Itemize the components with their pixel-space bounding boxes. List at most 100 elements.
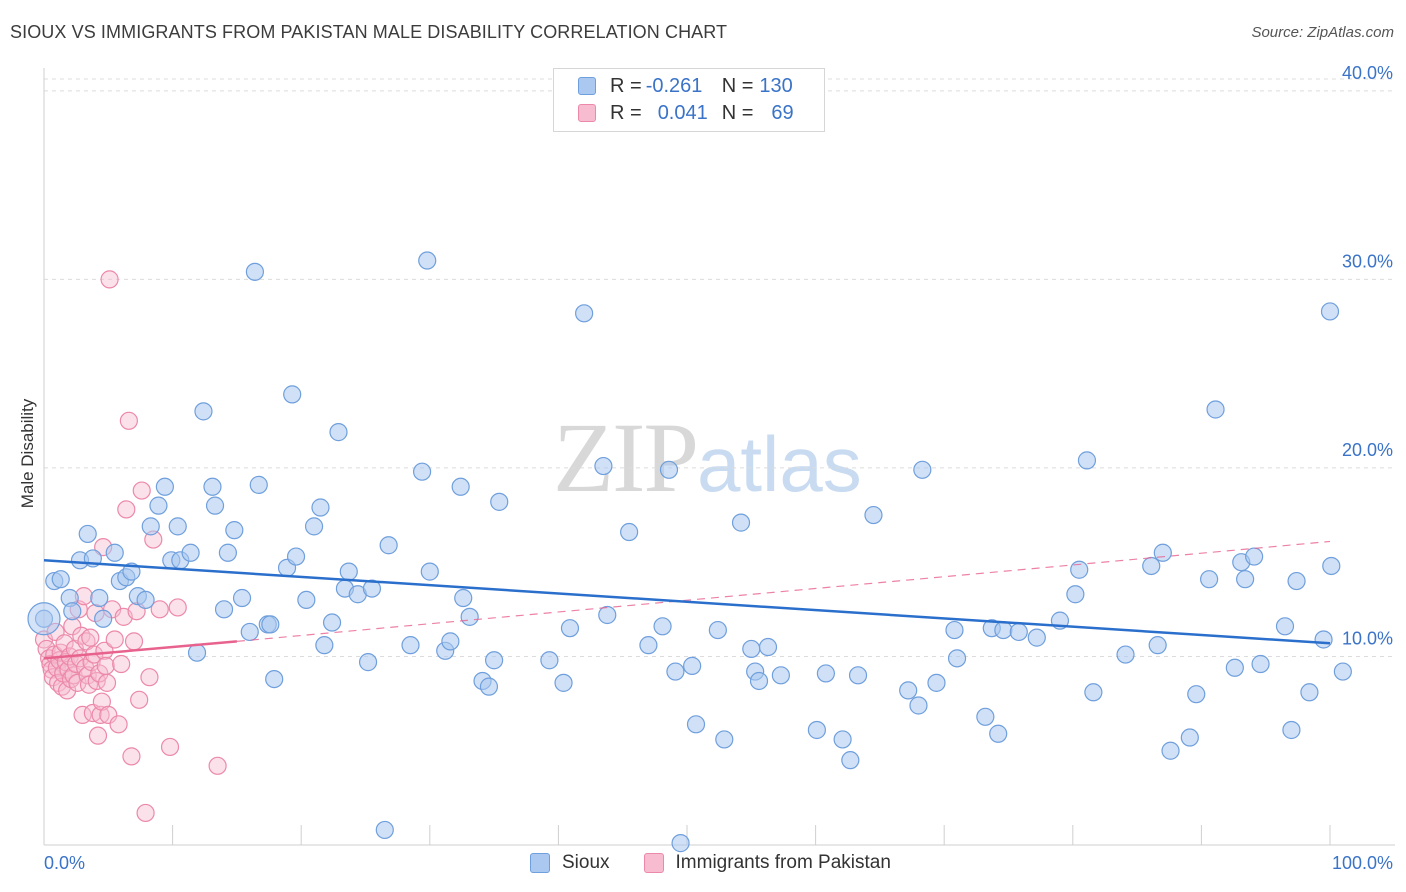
y-tick-label: 40.0% — [1342, 63, 1393, 83]
legend-item-pakistan: Immigrants from Pakistan — [643, 852, 891, 874]
y-tick-label: 20.0% — [1342, 440, 1393, 460]
sioux-point — [218, 543, 237, 562]
pakistan-point — [109, 715, 128, 734]
pakistan-point — [95, 641, 114, 660]
sioux-point — [848, 666, 868, 685]
pakistan-point — [100, 270, 119, 289]
sioux-point — [1148, 636, 1167, 655]
pakistan-point — [150, 600, 169, 619]
legend-row-sioux: R = -0.261 N = 130 — [578, 74, 793, 98]
pakistan-point — [160, 737, 180, 757]
sioux-point — [749, 671, 769, 691]
sioux-point — [181, 543, 200, 562]
sioux-point — [286, 547, 306, 566]
sioux-point — [816, 664, 835, 683]
sioux-point — [1333, 662, 1352, 681]
sioux-point — [358, 653, 378, 672]
sioux-point — [1245, 547, 1264, 566]
pakistan-point — [124, 632, 144, 651]
sioux-point — [945, 620, 964, 640]
sioux-point — [232, 588, 252, 608]
sioux-point — [1153, 543, 1172, 562]
sioux-point — [1142, 556, 1161, 576]
sioux-point — [490, 492, 509, 511]
y-tick-label: 10.0% — [1342, 628, 1393, 648]
sioux-point — [742, 639, 761, 659]
pakistan-n-value: 69 — [771, 101, 794, 124]
sioux-point — [540, 651, 559, 670]
series-legend: Sioux Immigrants from Pakistan — [530, 852, 925, 874]
sioux-point — [947, 649, 967, 668]
sioux-point — [297, 590, 316, 610]
sioux-r-label: R = — [610, 74, 642, 97]
sioux-point — [1206, 400, 1225, 419]
sioux-point — [899, 681, 918, 700]
sioux-point — [864, 505, 883, 525]
sioux-point — [362, 579, 382, 598]
pakistan-point — [168, 598, 187, 617]
sioux-point — [1187, 685, 1206, 704]
gridlines — [44, 78, 1395, 657]
sioux-n-value: 130 — [759, 74, 793, 97]
sioux-point — [909, 696, 928, 715]
sioux-point — [731, 513, 751, 532]
legend-item-sioux: Sioux — [530, 852, 610, 874]
pakistan-point — [208, 756, 227, 775]
sioux-point — [659, 460, 679, 479]
pakistan-point — [96, 656, 115, 675]
sioux-point — [265, 669, 284, 689]
sioux-point — [441, 632, 460, 651]
sioux-point — [666, 662, 685, 681]
sioux-point — [927, 673, 946, 692]
legend-pakistan-swatch — [643, 853, 664, 873]
sioux-point — [329, 423, 348, 442]
pakistan-point — [130, 690, 149, 709]
stats-legend: R = -0.261 N = 130 R = 0.041 N = 69 — [553, 68, 825, 132]
sioux-point — [1066, 585, 1085, 604]
sioux-point — [485, 651, 504, 670]
sioux-point — [771, 666, 790, 685]
sioux-point — [554, 673, 573, 692]
sioux-point — [205, 496, 225, 515]
sioux-point — [1322, 556, 1341, 576]
sioux-point — [683, 656, 702, 675]
source-credit: Source: ZipAtlas.com — [1251, 24, 1394, 41]
legend-row-pakistan: R = 0.041 N = 69 — [578, 101, 794, 125]
sioux-point — [976, 707, 995, 726]
sioux-point — [1236, 570, 1255, 589]
sioux-point — [1287, 571, 1306, 591]
pakistan-point — [119, 411, 138, 430]
sioux-point — [1070, 560, 1089, 579]
pakistan-trend-solid — [43, 640, 238, 660]
sioux-point — [479, 677, 499, 696]
pakistan-point — [136, 803, 155, 823]
sioux-point — [63, 602, 82, 621]
sioux-point — [1116, 645, 1135, 664]
sioux-point — [141, 517, 160, 536]
sioux-point — [149, 496, 168, 515]
sioux-point — [214, 600, 234, 619]
sioux-point — [807, 720, 826, 740]
sioux-point — [639, 636, 658, 655]
sioux-r-value: -0.261 — [645, 74, 703, 97]
pakistan-point — [88, 726, 108, 745]
sioux-point — [311, 498, 330, 517]
sioux-point — [94, 609, 113, 628]
sioux-point — [841, 751, 860, 770]
sioux-point — [715, 730, 734, 749]
sioux-point — [168, 517, 187, 536]
pakistan-point — [91, 705, 110, 725]
sioux-point — [989, 724, 1008, 743]
pakistan-point — [112, 654, 131, 674]
sioux-point — [155, 477, 174, 496]
watermark-atlas: atlas — [697, 420, 862, 508]
sioux-point — [594, 456, 613, 476]
sioux-point — [1320, 302, 1340, 321]
sioux-point — [136, 590, 155, 610]
sioux-point — [51, 570, 70, 589]
sioux-point — [1009, 622, 1028, 642]
sioux-point — [194, 402, 213, 421]
pakistan-swatch — [578, 104, 596, 122]
sioux-point — [245, 262, 265, 281]
sioux-point — [1180, 728, 1199, 747]
